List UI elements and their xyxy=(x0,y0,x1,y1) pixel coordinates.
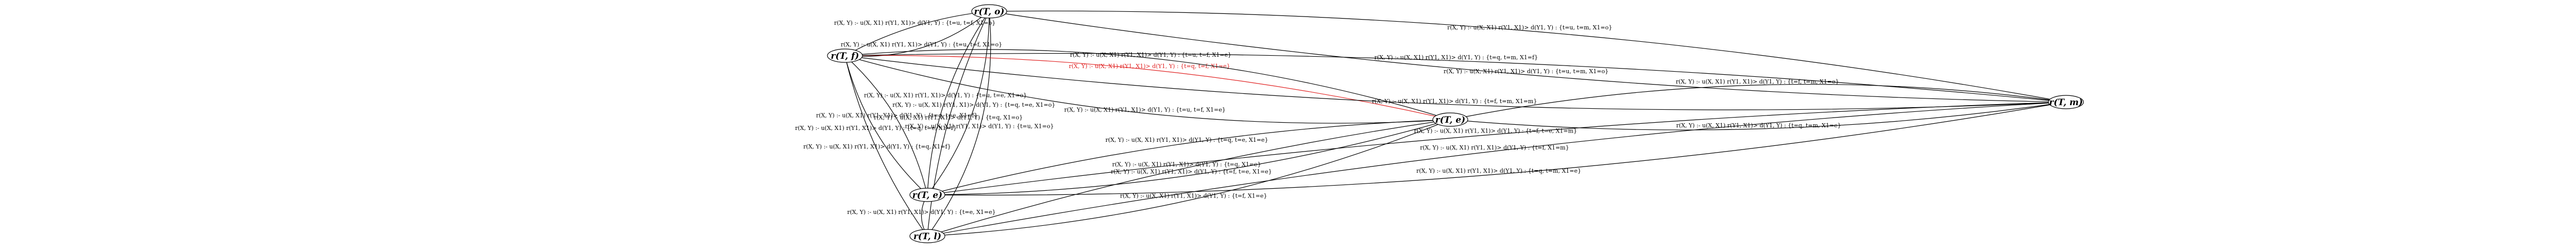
edge xyxy=(844,11,990,58)
edge xyxy=(844,54,1451,124)
node xyxy=(1432,112,1468,127)
edge xyxy=(927,102,2066,197)
node-label: r(T, f) xyxy=(831,51,859,61)
edge xyxy=(1450,100,2066,130)
node xyxy=(909,188,945,202)
node-label: r(T, e) xyxy=(912,190,942,201)
edge-label: r(X, Y) :- u(X, X1) r(Y1, X1)> d(Y1, Y) … xyxy=(847,209,995,215)
edge-label: r(X, Y) :- u(X, X1) r(Y1, X1)> d(Y1, Y) … xyxy=(1070,52,1231,58)
node-label: r(T, o) xyxy=(974,7,1004,17)
edge-label: r(X, Y) :- u(X, X1) r(Y1, X1)> d(Y1, Y) … xyxy=(816,112,978,119)
node-label: r(T, l) xyxy=(913,231,941,242)
edge-label: r(X, Y) :- u(X, X1) r(Y1, X1)> d(Y1, Y) … xyxy=(1069,63,1230,70)
edge-label: r(X, Y) :- u(X, X1) r(Y1, X1)> d(Y1, Y) … xyxy=(1444,68,1608,75)
edge xyxy=(927,11,990,195)
edge-label: r(X, Y) :- u(X, X1) r(Y1, X1)> d(Y1, Y) … xyxy=(1106,137,1268,143)
edge-label: r(X, Y) :- u(X, X1) r(Y1, X1)> d(Y1, Y) … xyxy=(905,123,1054,129)
edge xyxy=(927,102,2066,197)
edge xyxy=(927,119,1451,237)
edge xyxy=(844,54,2066,110)
edge xyxy=(844,11,990,56)
edge xyxy=(844,55,928,195)
edge-label: r(X, Y) :- u(X, X1) r(Y1, X1)> d(Y1, Y) … xyxy=(1112,161,1261,168)
edge xyxy=(844,53,2066,103)
edge xyxy=(844,55,929,195)
edge xyxy=(844,55,928,237)
edge-label: r(X, Y) :- u(X, X1) r(Y1, X1)> d(Y1, Y) … xyxy=(795,125,957,131)
edge-label: r(X, Y) :- u(X, X1) r(Y1, X1)> d(Y1, Y) … xyxy=(1064,107,1226,113)
edge-label: r(X, Y) :- u(X, X1) r(Y1, X1)> d(Y1, Y) … xyxy=(1111,169,1272,175)
node xyxy=(2048,95,2084,109)
edge xyxy=(927,11,991,237)
edge xyxy=(925,11,990,237)
edge-label: r(X, Y) :- u(X, X1) r(Y1, X1)> d(Y1, Y) … xyxy=(1676,78,1839,85)
edge-label: r(X, Y) :- u(X, X1) r(Y1, X1)> d(Y1, Y) … xyxy=(834,20,995,26)
node-label: r(T, m) xyxy=(2049,97,2083,108)
edge-label: r(X, Y) :- u(X, X1) r(Y1, X1)> d(Y1, Y) … xyxy=(1414,128,1577,135)
node-label: r(T, e) xyxy=(1435,115,1465,125)
edge xyxy=(925,11,990,195)
edge-label: r(X, Y) :- u(X, X1) r(Y1, X1)> d(Y1, Y) … xyxy=(1420,144,1569,151)
edge xyxy=(844,49,1451,120)
edge-label: r(X, Y) :- u(X, X1) r(Y1, X1)> d(Y1, Y) … xyxy=(1375,54,1538,61)
edge xyxy=(1450,84,2066,120)
edge xyxy=(989,10,2066,104)
node xyxy=(909,229,945,243)
edge xyxy=(927,119,1451,238)
edge-label: r(X, Y) :- u(X, X1) r(Y1, X1)> d(Y1, Y) … xyxy=(1372,98,1537,105)
edge-label: r(X, Y) :- u(X, X1) r(Y1, X1)> d(Y1, Y) … xyxy=(874,114,1023,121)
edge-label: r(X, Y) :- u(X, X1) r(Y1, X1)> d(Y1, Y) … xyxy=(1120,192,1267,199)
node xyxy=(827,48,863,63)
edge-label: r(X, Y) :- u(X, X1) r(Y1, X1)> d(Y1, Y) … xyxy=(1447,24,1612,31)
edge-label: r(X, Y) :- u(X, X1) r(Y1, X1)> d(Y1, Y) … xyxy=(841,41,1002,48)
edge-label: r(X, Y) :- u(X, X1) r(Y1, X1)> d(Y1, Y) … xyxy=(803,143,951,150)
edge-label: r(X, Y) :- u(X, X1) r(Y1, X1)> d(Y1, Y) … xyxy=(1676,122,1841,129)
edges: r(X, Y) :- u(X, X1) r(Y1, X1)> d(Y1, Y) … xyxy=(795,10,2066,238)
edge xyxy=(989,11,2066,105)
edge-label: r(X, Y) :- u(X, X1) r(Y1, X1)> d(Y1, Y) … xyxy=(1416,168,1581,174)
edge-label: r(X, Y) :- u(X, X1) r(Y1, X1)> d(Y1, Y) … xyxy=(864,92,1027,99)
edge xyxy=(927,119,1451,197)
node xyxy=(971,4,1007,19)
edge xyxy=(844,53,1451,120)
nodes: r(T, o) r(T, f) r(T, m) r(T, e) r(T, e) r(T, … xyxy=(827,4,2084,243)
edge xyxy=(927,102,2066,238)
edge xyxy=(927,119,1451,196)
edge-label: r(X, Y) :- u(X, X1) r(Y1, X1)> d(Y1, Y) … xyxy=(892,102,1055,108)
